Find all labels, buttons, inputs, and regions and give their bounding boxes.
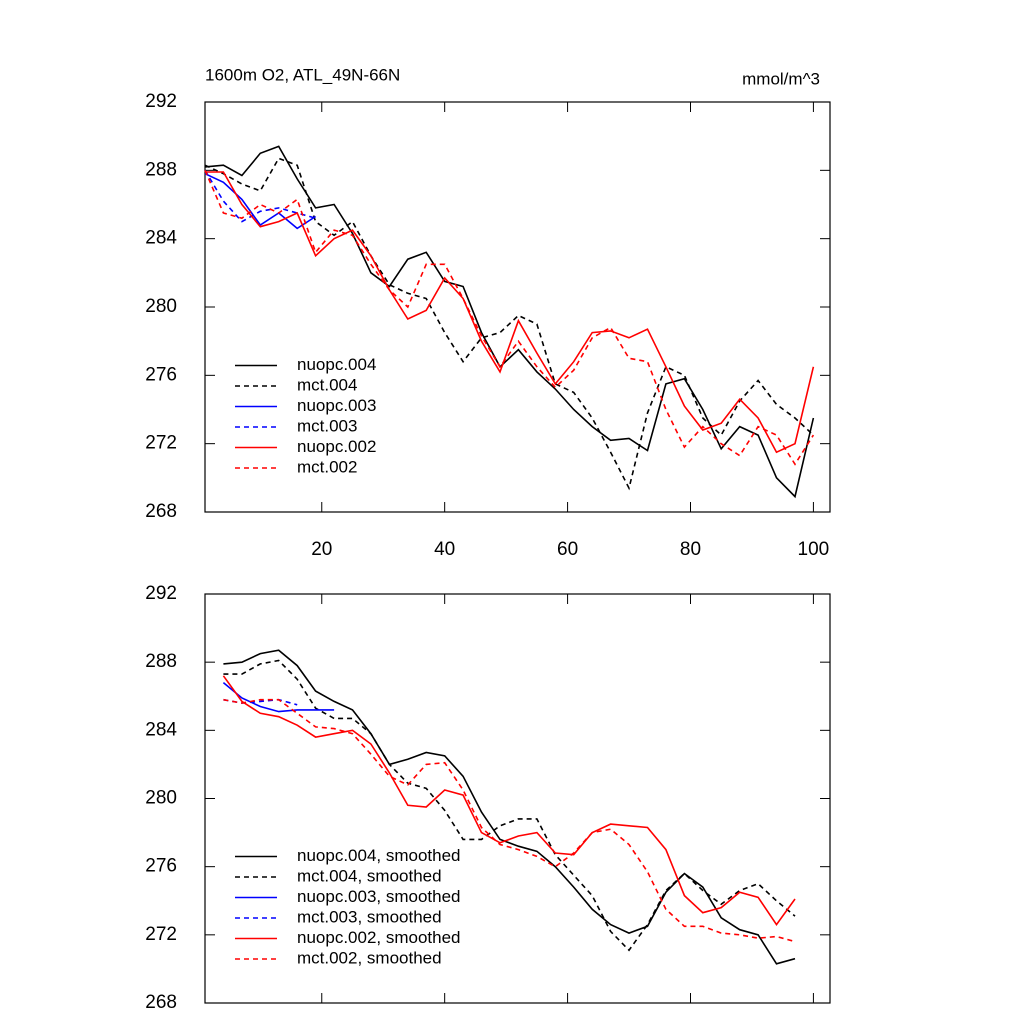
x-tick-label: 40 [434,539,455,560]
legend-label: nuopc.003 [297,396,376,415]
x-tick-label: 80 [680,539,701,560]
x-tick-label: 20 [311,539,332,560]
series-line [222,681,335,713]
y-tick-label: 280 [145,296,177,317]
legend-label: nuopc.003, smoothed [297,887,461,906]
y-tick-label: 284 [145,228,177,249]
legend-label: nuopc.004, smoothed [297,846,461,865]
y-tick-label: 276 [145,364,177,385]
legend-label: nuopc.004 [297,355,376,374]
legend-label: mct.002 [297,457,357,476]
series-line [204,169,815,466]
y-tick-label: 292 [145,583,177,604]
units-label: mmol/m^3 [742,69,820,88]
series-line [223,698,796,943]
x-tick-label: 60 [557,539,578,560]
legend-label: nuopc.002, smoothed [297,928,461,947]
legend-label: mct.002, smoothed [297,948,442,967]
y-tick-label: 292 [145,91,177,112]
y-tick-label: 272 [145,924,177,945]
legend-label: mct.003 [297,416,357,435]
y-tick-label: 268 [145,501,177,522]
legend-label: mct.003, smoothed [297,907,442,926]
y-tick-label: 284 [145,719,177,740]
x-tick-label: 100 [798,539,830,560]
chart-title: 1600m O2, ATL_49N-66N [205,65,400,84]
series-line [205,171,815,454]
y-tick-label: 288 [145,159,177,180]
series-line [223,649,796,965]
legend-label: mct.004 [297,375,357,394]
legend-label: mct.004, smoothed [297,866,442,885]
series-line [223,659,796,952]
y-tick-label: 272 [145,433,177,454]
y-tick-label: 280 [145,788,177,809]
series-line [204,172,317,230]
legend-label: nuopc.002 [297,437,376,456]
y-tick-label: 268 [145,992,177,1013]
series-line [222,675,796,926]
y-tick-label: 288 [145,651,177,672]
y-tick-label: 276 [145,856,177,877]
series-line [204,169,316,223]
